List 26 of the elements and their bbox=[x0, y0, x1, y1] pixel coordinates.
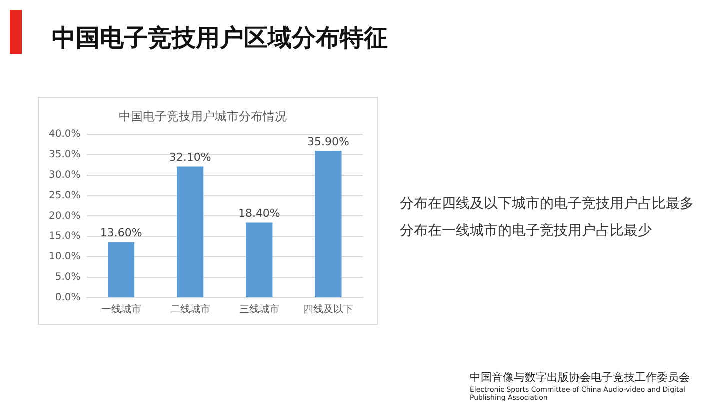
chart-title: 中国电子竞技用户区域分布特征 bbox=[52, 23, 388, 54]
x-tick-label: 一线城市 bbox=[101, 304, 142, 316]
text: 分布在一线城市的电子竞技用户占比最少 bbox=[400, 222, 652, 240]
x-tick-label: 三线城市 bbox=[239, 304, 280, 316]
bar bbox=[315, 151, 342, 298]
y-tick-label: 10.0% bbox=[48, 252, 81, 263]
text: 中国音像与数字出版协会电子竞技工作委员会 bbox=[470, 370, 690, 385]
y-tick-label: 5.0% bbox=[55, 272, 81, 284]
x-tick-label: 四线及以下 bbox=[303, 304, 354, 316]
chart-subtitle: 中国电子竞技用户城市分布情况 bbox=[119, 109, 287, 124]
bar bbox=[177, 166, 204, 298]
y-tick-label: 35.0% bbox=[48, 149, 81, 160]
bar bbox=[108, 242, 135, 298]
data-label: 35.90% bbox=[307, 136, 350, 149]
text: 分布在四线及以下城市的电子竞技用户占比最多 bbox=[400, 195, 694, 213]
y-tick-label: 15.0% bbox=[48, 231, 81, 242]
data-label: 18.40% bbox=[238, 207, 280, 220]
y-tick-label: 20.0% bbox=[48, 210, 81, 222]
y-tick-label: 0.0% bbox=[55, 292, 81, 304]
bar bbox=[246, 222, 273, 298]
x-tick-label: 二线城市 bbox=[170, 304, 210, 316]
y-tick-label: 40.0% bbox=[48, 128, 81, 140]
y-tick-label: 25.0% bbox=[48, 190, 81, 202]
data-label: 13.60% bbox=[100, 226, 142, 240]
y-tick-label: 30.0% bbox=[48, 170, 81, 181]
data-label: 32.10% bbox=[169, 151, 212, 164]
